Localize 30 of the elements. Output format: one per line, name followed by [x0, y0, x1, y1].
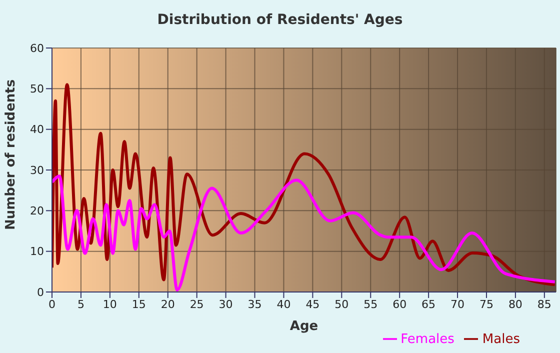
- x-tick-label: 45: [306, 298, 320, 311]
- y-tick-label: 30: [30, 164, 44, 177]
- x-tick-label: 35: [248, 298, 262, 311]
- x-tick-label: 25: [190, 298, 204, 311]
- x-tick-label: 15: [132, 298, 146, 311]
- x-tick-label: 60: [392, 298, 407, 311]
- x-tick-label: 10: [102, 298, 117, 311]
- x-tick-label: 5: [77, 298, 84, 311]
- x-tick-label: 85: [537, 298, 552, 311]
- x-tick-label: 40: [276, 298, 291, 311]
- x-axis-title: Age: [290, 319, 318, 334]
- x-tick-label: 65: [422, 298, 436, 311]
- y-tick-label: 40: [30, 123, 44, 136]
- y-tick-label: 20: [30, 204, 44, 218]
- x-tick-label: 50: [334, 298, 349, 311]
- x-tick-label: 55: [364, 298, 378, 311]
- x-tick-label: 30: [218, 298, 233, 311]
- y-tick-label: 0: [37, 286, 44, 299]
- chart-title: Distribution of Residents' Ages: [156, 12, 404, 28]
- legend-label: Females: [400, 332, 454, 347]
- y-tick-label: 10: [30, 245, 44, 258]
- y-tick-label: 60: [30, 42, 44, 55]
- x-tick-label: 70: [450, 298, 465, 311]
- y-tick-label: 50: [30, 82, 44, 96]
- x-tick-label: 20: [160, 298, 175, 311]
- x-tick-label: 75: [479, 298, 494, 311]
- x-tick-label: 80: [508, 298, 522, 311]
- legend-label: Males: [482, 332, 520, 347]
- y-axis-title: Number of residents: [4, 79, 19, 230]
- x-tick-label: 0: [48, 298, 56, 311]
